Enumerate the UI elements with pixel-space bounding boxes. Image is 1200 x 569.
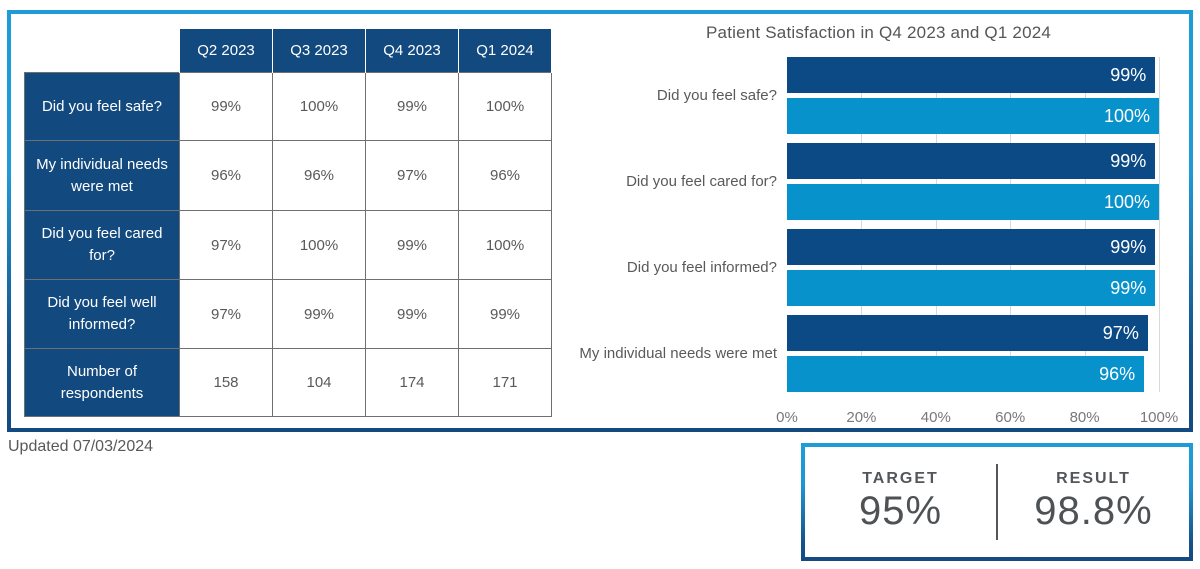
category-label: Did you feel informed?: [626, 259, 777, 276]
bar-group-cared: 99% 100%: [787, 143, 1159, 220]
table-cell: 99%: [179, 72, 273, 141]
column-header-q2-2023: Q2 2023: [179, 28, 273, 73]
satisfaction-table: Q2 2023 Q3 2023 Q4 2023 Q1 2024 Did you …: [24, 28, 552, 417]
axis-tick: 80%: [1069, 409, 1100, 426]
chart-gridlines: [787, 57, 1160, 392]
dashboard-panel: Q2 2023 Q3 2023 Q4 2023 Q1 2024 Did you …: [7, 10, 1193, 432]
updated-timestamp: Updated 07/03/2024: [8, 438, 154, 455]
table-cell: 99%: [458, 279, 552, 349]
bar-q4-2023: 99%: [787, 143, 1156, 179]
bar-value-label: 100%: [1103, 191, 1150, 212]
row-header: Did you feel cared for?: [24, 210, 180, 280]
column-header-q3-2023: Q3 2023: [272, 28, 366, 73]
bar-q1-2024: 100%: [787, 98, 1159, 134]
gridline: [1159, 57, 1160, 392]
bar-q1-2024: 99%: [787, 270, 1156, 306]
table-cell: 97%: [179, 210, 273, 280]
bar-value-label: 97%: [1102, 322, 1139, 343]
axis-tick: 20%: [846, 409, 877, 426]
dashboard-panel-inner: Q2 2023 Q3 2023 Q4 2023 Q1 2024 Did you …: [11, 14, 1189, 428]
target-result-inner: TARGET 95% RESULT 98.8%: [805, 447, 1189, 557]
category-label: My individual needs were met: [579, 345, 777, 362]
bar-value-label: 99%: [1110, 64, 1147, 85]
table-row: Did you feel safe? 99% 100% 99% 100%: [24, 72, 552, 141]
table-cell: 100%: [458, 210, 552, 280]
bar-group-safe: 99% 100%: [787, 57, 1159, 134]
result-metric: RESULT 98.8%: [998, 470, 1189, 534]
chart-body: Did you feel safe? Did you feel cared fo…: [556, 57, 1160, 401]
axis-tick: 40%: [920, 409, 951, 426]
column-header-q1-2024: Q1 2024: [458, 28, 552, 73]
table-corner-cell: [24, 28, 180, 73]
axis-tick: 0%: [776, 409, 798, 426]
gridline: [1010, 57, 1012, 392]
table-cell: 171: [458, 348, 552, 417]
bar-q1-2024: 96%: [787, 356, 1145, 392]
column-header-q4-2023: Q4 2023: [365, 28, 459, 73]
bar-value-label: 99%: [1110, 236, 1147, 257]
row-header: Did you feel safe?: [24, 72, 180, 141]
table-row: Did you feel well informed? 97% 99% 99% …: [24, 279, 552, 349]
row-header: Number of respondents: [24, 348, 180, 417]
table-cell: 100%: [272, 210, 366, 280]
row-header: Did you feel well informed?: [24, 279, 180, 349]
axis-tick: 100%: [1139, 409, 1179, 426]
table-row: Number of respondents 158 104 174 171: [24, 348, 552, 417]
bar-value-label: 96%: [1099, 363, 1136, 384]
target-value: 95%: [858, 489, 943, 533]
table-cell: 96%: [458, 140, 552, 211]
target-label: TARGET: [862, 470, 939, 487]
table-cell: 174: [365, 348, 459, 417]
table-cell: 99%: [365, 72, 459, 141]
bar-chart: Patient Satisfaction in Q4 2023 and Q1 2…: [556, 14, 1189, 428]
table-cell: 96%: [272, 140, 366, 211]
bar-q4-2023: 99%: [787, 229, 1156, 265]
category-label: Did you feel safe?: [656, 87, 777, 104]
chart-title: Patient Satisfaction in Q4 2023 and Q1 2…: [706, 23, 1052, 42]
target-result-box: TARGET 95% RESULT 98.8%: [801, 443, 1193, 561]
result-value: 98.8%: [1034, 489, 1153, 533]
table-cell: 99%: [365, 210, 459, 280]
chart-category-labels: Did you feel safe? Did you feel cared fo…: [556, 57, 787, 401]
table-cell: 97%: [365, 140, 459, 211]
chart-plot-area: 99% 100% 99% 100%: [787, 57, 1160, 392]
bar-value-label: 99%: [1110, 150, 1147, 171]
bar-q4-2023: 99%: [787, 57, 1156, 93]
metric-divider: [996, 464, 998, 540]
table-cell: 97%: [179, 279, 273, 349]
bar-q1-2024: 100%: [787, 184, 1159, 220]
bar-value-label: 99%: [1110, 277, 1147, 298]
table-cell: 100%: [458, 72, 552, 141]
table-cell: 99%: [272, 279, 366, 349]
axis-tick: 60%: [995, 409, 1026, 426]
bar-group-needs: 97% 96%: [787, 315, 1159, 392]
bar-q4-2023: 97%: [787, 315, 1148, 351]
bar-value-label: 100%: [1103, 105, 1150, 126]
table-cell: 100%: [272, 72, 366, 141]
table-cell: 96%: [179, 140, 273, 211]
table-row: My individual needs were met 96% 96% 97%…: [24, 140, 552, 211]
satisfaction-table-container: Q2 2023 Q3 2023 Q4 2023 Q1 2024 Did you …: [11, 14, 556, 428]
gridline: [935, 57, 937, 392]
category-label: Did you feel cared for?: [626, 173, 777, 190]
table-cell: 158: [179, 348, 273, 417]
gridline: [1084, 57, 1086, 392]
table-cell: 99%: [365, 279, 459, 349]
result-label: RESULT: [1056, 470, 1131, 487]
row-header: My individual needs were met: [24, 140, 180, 211]
table-row: Did you feel cared for? 97% 100% 99% 100…: [24, 210, 552, 280]
bar-group-informed: 99% 99%: [787, 229, 1159, 306]
target-metric: TARGET 95%: [805, 470, 996, 534]
chart-x-axis: 0% 20% 40% 60% 80% 100%: [776, 409, 1178, 433]
gridline: [861, 57, 863, 392]
table-cell: 104: [272, 348, 366, 417]
